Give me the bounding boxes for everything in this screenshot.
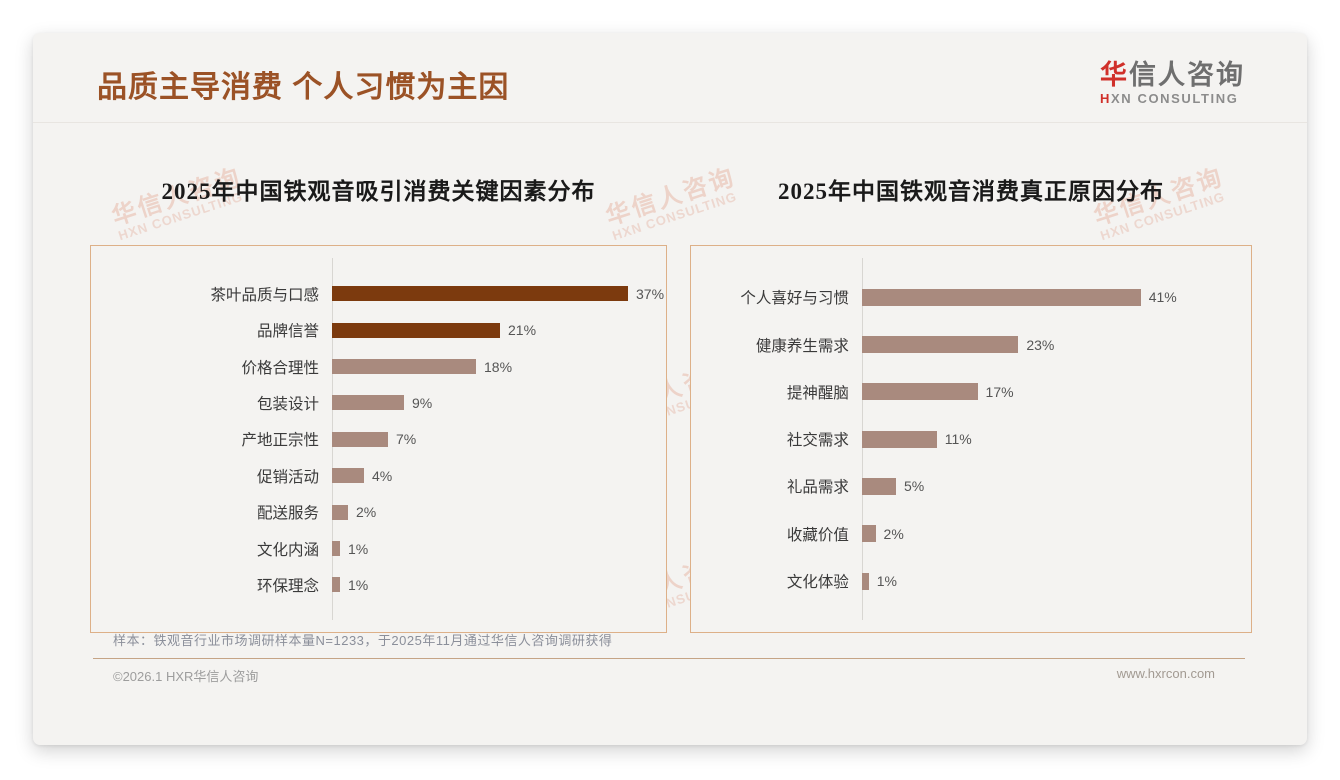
chart-left-attraction-factors: 茶叶品质与口感 37% 品牌信誉 21% 价格合理性 18% 包装设计 9% 产地正宗性 7% 促销…: [90, 244, 667, 633]
bar-row: 收藏价值 2%: [691, 510, 1251, 557]
category-label: 包装设计: [256, 395, 319, 413]
value-label: 17%: [985, 383, 1014, 400]
bar: [861, 336, 1019, 354]
value-label: 21%: [508, 322, 537, 339]
bar-row: 健康养生需求 23%: [691, 321, 1251, 368]
value-label: 1%: [876, 573, 897, 590]
bar-row: 提神醒脑 17%: [691, 368, 1251, 415]
bar-row: 价格合理性 18%: [91, 348, 666, 384]
category-label: 品牌信誉: [256, 323, 319, 341]
bar: [861, 572, 869, 590]
bar: [332, 468, 364, 484]
bar-row: 礼品需求 5%: [691, 463, 1251, 510]
category-label: 健康养生需求: [755, 337, 849, 355]
bar-row: 产地正宗性 7%: [91, 421, 666, 457]
category-label: 价格合理性: [241, 359, 319, 377]
category-label: 个人喜好与习惯: [740, 290, 849, 308]
bar-row: 社交需求 11%: [691, 415, 1251, 462]
category-label: 茶叶品质与口感: [210, 286, 319, 304]
bar-row: 配送服务 2%: [91, 494, 666, 530]
value-label: 5%: [903, 478, 925, 495]
value-label: 37%: [636, 285, 665, 302]
value-label: 23%: [1026, 336, 1055, 353]
bar: [861, 430, 937, 448]
slide-header: 品质主导消费 个人习惯为主因 华信人咨询 HXN CONSULTING: [33, 33, 1307, 123]
page-title: 品质主导消费 个人习惯为主因: [97, 70, 510, 104]
bar-row: 包装设计 9%: [91, 385, 666, 421]
chart-section-left: 2025年中国铁观音吸引消费关键因素分布 茶叶品质与口感 37% 品牌信誉 21% 价格…: [90, 178, 667, 633]
charts-area: 2025年中国铁观音吸引消费关键因素分布 茶叶品质与口感 37% 品牌信誉 21% 价格…: [33, 178, 1307, 633]
logo-english-text: HXN CONSULTING: [1100, 91, 1239, 107]
category-label: 社交需求: [786, 432, 849, 450]
chart-section-right: 2025年中国铁观音消费真正原因分布 个人喜好与习惯 41% 健康养生需求 23% 提神…: [689, 178, 1252, 633]
bar-row: 茶叶品质与口感 37%: [91, 276, 666, 312]
bar: [332, 504, 348, 520]
bar: [332, 286, 628, 302]
category-label: 文化体验: [786, 574, 849, 592]
company-logo: 华信人咨询 HXN CONSULTING: [1100, 59, 1245, 107]
category-label: 环保理念: [256, 577, 319, 595]
bar-row: 品牌信誉 21%: [91, 312, 666, 348]
bar: [861, 383, 978, 401]
bar: [861, 288, 1141, 306]
value-label: 18%: [484, 358, 513, 375]
chart-title-right: 2025年中国铁观音消费真正原因分布: [777, 179, 1164, 204]
category-label: 礼品需求: [786, 479, 849, 497]
copyright-text: ©2026.1 HXR华信人咨询: [113, 669, 259, 684]
category-label: 促销活动: [256, 468, 319, 486]
value-label: 9%: [412, 394, 433, 411]
bar: [861, 525, 876, 543]
bar: [332, 431, 388, 447]
slide-footer: 样本：铁观音行业市场调研样本量N=1233，于2025年11月通过华信人咨询调研…: [33, 630, 1307, 745]
bar: [332, 359, 476, 375]
value-label: 41%: [1148, 289, 1177, 306]
bar: [861, 477, 896, 495]
bar: [332, 322, 500, 338]
category-label: 配送服务: [256, 505, 319, 523]
bar-row: 文化体验 1%: [691, 557, 1251, 604]
category-label: 产地正宗性: [241, 432, 319, 450]
category-label: 收藏价值: [786, 526, 849, 544]
bar: [332, 541, 340, 557]
value-label: 2%: [356, 504, 377, 521]
bar: [332, 395, 404, 411]
value-label: 2%: [883, 525, 904, 542]
category-label: 提神醒脑: [786, 384, 849, 402]
chart-title-left: 2025年中国铁观音吸引消费关键因素分布: [161, 179, 596, 204]
value-label: 7%: [396, 431, 417, 448]
bar-row: 促销活动 4%: [91, 458, 666, 494]
value-label: 1%: [348, 576, 369, 593]
website-url: www.hxrcon.com: [1116, 666, 1215, 681]
chart-right-real-reasons: 个人喜好与习惯 41% 健康养生需求 23% 提神醒脑 17% 社交需求 11% 礼品需求 5% 收…: [689, 244, 1252, 633]
bar-row: 环保理念 1%: [91, 567, 666, 603]
sample-note: 样本：铁观音行业市场调研样本量N=1233，于2025年11月通过华信人咨询调研…: [113, 633, 613, 648]
footer-divider: [93, 658, 1245, 659]
bar-row: 文化内涵 1%: [91, 530, 666, 566]
value-label: 4%: [372, 467, 393, 484]
category-label: 文化内涵: [256, 541, 319, 559]
bar-row: 个人喜好与习惯 41%: [691, 274, 1251, 321]
value-label: 11%: [944, 431, 972, 448]
bar: [332, 577, 340, 593]
slide-card: 华信人咨询 HXN CONSULTING 华信人咨询 HXN CONSULTING 华信…: [33, 33, 1307, 745]
logo-chinese-text: 华信人咨询: [1100, 59, 1245, 90]
value-label: 1%: [348, 540, 369, 557]
